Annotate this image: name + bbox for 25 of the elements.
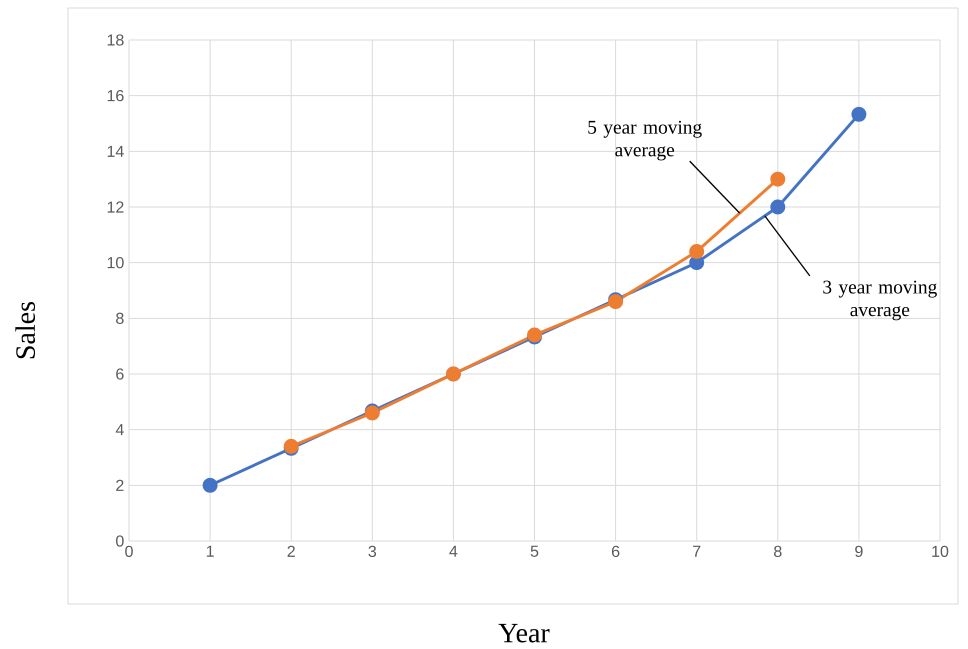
annotation: 3 year moving average: [823, 280, 937, 320]
x-tick-label: 0: [125, 546, 133, 558]
x-tick-label: 6: [612, 546, 620, 558]
y-tick-label: 0: [116, 535, 124, 547]
x-tick-label: 4: [449, 546, 458, 557]
annotation: 5 year moving average: [588, 120, 702, 160]
x-tick-label: 3: [368, 546, 376, 558]
x-tick-label: 7: [693, 546, 700, 557]
y-tick-label: 8: [116, 312, 124, 324]
y-tick-label: 2: [116, 480, 124, 491]
x-tick-label: 8: [774, 546, 782, 558]
x-tick-label: 1: [206, 546, 214, 557]
x-tick-label: 5: [530, 546, 538, 557]
x-axis-title: Year: [498, 624, 550, 642]
y-tick-label: 4: [116, 424, 124, 436]
y-tick-label: 10: [108, 256, 124, 268]
y-tick-label: 14: [108, 146, 124, 157]
x-tick-label: 10: [932, 546, 948, 558]
y-tick-label: 18: [108, 34, 124, 46]
x-tick-label: 2: [288, 546, 295, 557]
x-tick-label: 9: [855, 546, 863, 558]
y-tick-label: 6: [116, 368, 124, 380]
y-tick-label: 16: [108, 90, 124, 102]
y-tick-label: 12: [108, 201, 124, 213]
y-axis-title: Sales: [15, 302, 36, 358]
